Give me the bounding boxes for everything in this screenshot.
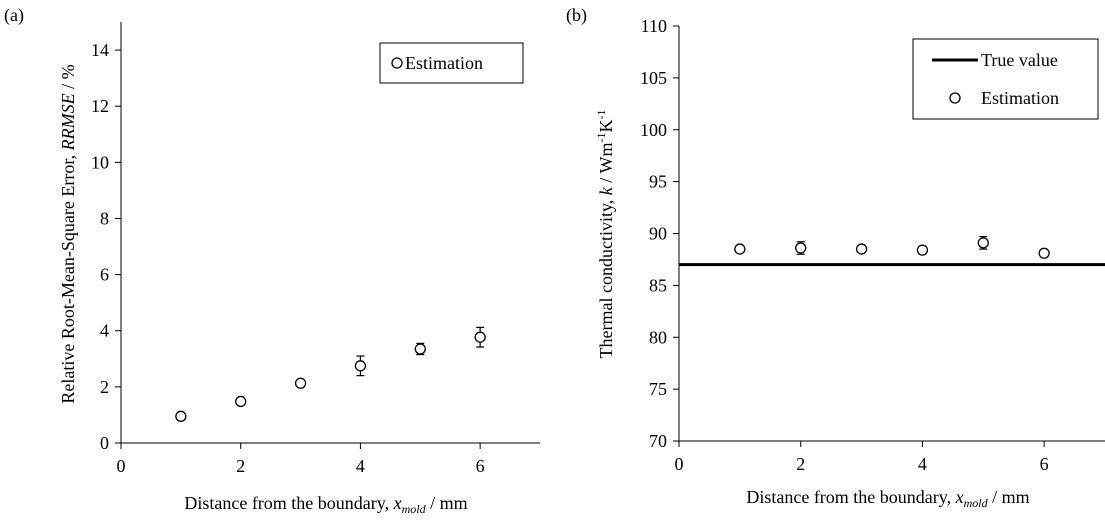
data-point <box>235 395 247 408</box>
y-tick-label: 85 <box>649 275 667 295</box>
data-point <box>1038 247 1050 259</box>
y-tick-label: 10 <box>91 152 109 172</box>
legend-box-b <box>912 38 1099 120</box>
x-tick-label: 4 <box>356 456 365 476</box>
y-tick-label: 6 <box>100 265 109 285</box>
panel-label-b: (b) <box>566 5 587 26</box>
legend-box-a <box>379 42 524 84</box>
data-point <box>977 237 989 249</box>
y-axis-title-a: Relative Root-Mean-Square Error, RRMSE /… <box>58 64 78 403</box>
y-tick-label: 14 <box>91 40 109 60</box>
y-tick-label: 110 <box>641 16 667 36</box>
y-tick-label: 100 <box>640 120 667 140</box>
y-tick-label: 4 <box>100 321 109 341</box>
x-axis-title-b: Distance from the boundary, xmold / mm <box>746 487 1029 510</box>
legend-label-estimation-b: Estimation <box>981 88 1059 108</box>
y-tick-label: 8 <box>100 208 109 228</box>
data-point <box>474 331 486 343</box>
x-tick-label: 6 <box>476 456 485 476</box>
x-axis-title-a: Distance from the boundary, xmold / mm <box>184 493 467 516</box>
data-point <box>795 242 807 254</box>
y-tick-label: 70 <box>649 431 667 451</box>
legend-label-true-value: True value <box>981 50 1058 70</box>
x-tick-label: 2 <box>796 454 805 474</box>
x-tick-label: 6 <box>1040 454 1049 474</box>
data-point <box>354 360 367 372</box>
y-tick-label: 2 <box>100 377 109 397</box>
y-tick-label: 95 <box>649 172 667 192</box>
y-tick-label: 90 <box>649 224 667 244</box>
y-axis-title-b: Thermal conductivity, k / Wm-1K-1 <box>594 110 616 359</box>
y-tick-label: 0 <box>100 433 109 453</box>
data-point <box>916 244 929 256</box>
legend-a: Estimation <box>379 42 524 84</box>
data-point <box>414 343 426 355</box>
legend-label-estimation-a: Estimation <box>405 53 483 73</box>
data-point <box>175 410 187 422</box>
data-point <box>734 243 746 255</box>
legend-marker-estimation-b <box>949 92 961 104</box>
chart-panel-b: (b) 70 75 80 85 90 95 100 105 110 0 2 4 6 True valu… <box>566 5 1105 510</box>
panel-label-a: (a) <box>4 5 24 26</box>
x-tick-label: 0 <box>117 456 126 476</box>
x-tick-label: 4 <box>918 454 927 474</box>
x-tick-label: 2 <box>236 456 245 476</box>
data-point <box>294 377 307 389</box>
legend-b: True value Estimation <box>912 38 1099 120</box>
chart-panel-a: (a) 0 2 4 6 8 10 12 14 0 2 4 6 Estimation Relative… <box>4 5 540 516</box>
y-tick-label: 105 <box>640 68 667 88</box>
y-tick-label: 75 <box>649 379 667 399</box>
y-tick-label: 80 <box>649 327 667 347</box>
data-point <box>855 243 868 255</box>
legend-marker-estimation-a <box>391 57 403 69</box>
y-tick-label: 12 <box>91 96 109 116</box>
x-tick-label: 0 <box>675 454 684 474</box>
